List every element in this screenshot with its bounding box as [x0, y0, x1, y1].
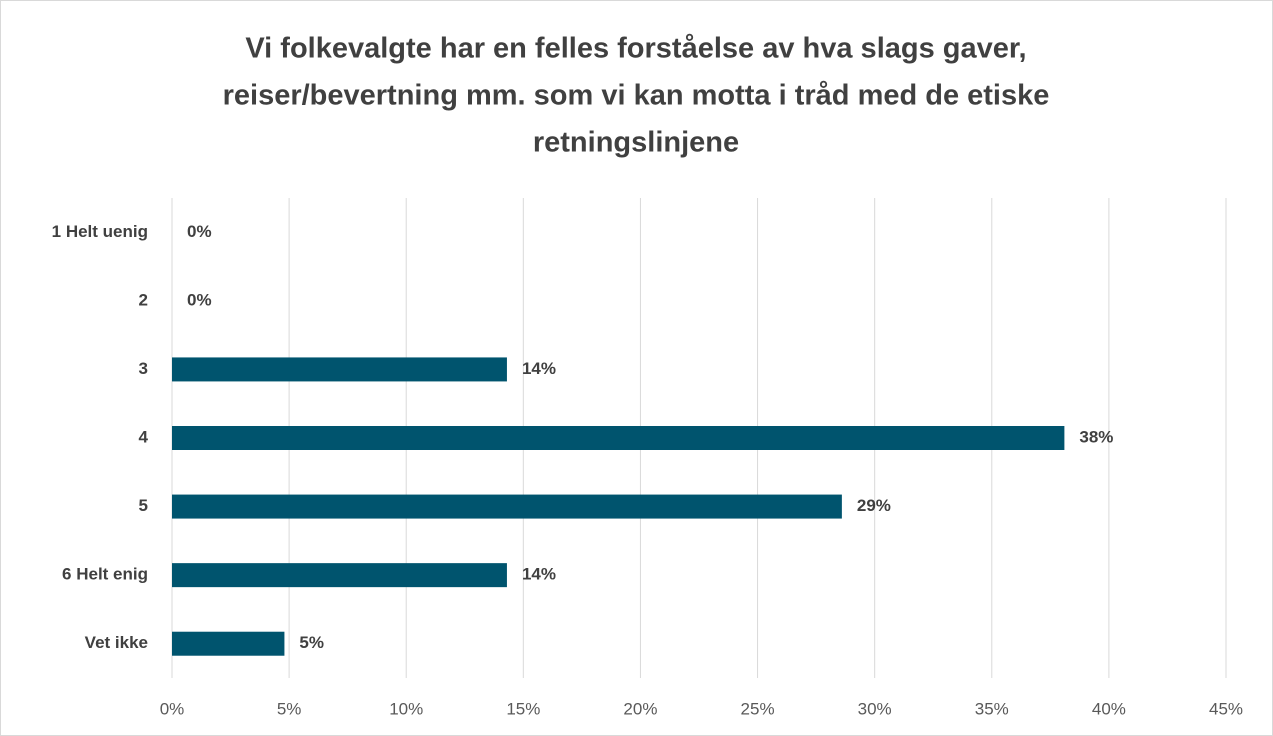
data-label: 0% [187, 290, 212, 309]
data-label: 5% [299, 633, 324, 652]
data-label: 14% [522, 359, 556, 378]
data-label: 29% [857, 496, 891, 515]
bar [172, 631, 285, 656]
x-tick-label: 30% [858, 699, 892, 718]
chart-title: retningslinjene [533, 127, 739, 159]
x-tick-label: 35% [975, 699, 1009, 718]
y-tick-label: 1 Helt uenig [52, 222, 148, 241]
x-tick-label: 10% [389, 699, 423, 718]
y-tick-label: Vet ikke [85, 633, 148, 652]
y-tick-label: 3 [139, 359, 148, 378]
y-tick-label: 5 [139, 496, 148, 515]
bar [172, 426, 1065, 450]
bar [172, 357, 507, 382]
x-tick-label: 40% [1092, 699, 1126, 718]
data-label: 14% [522, 565, 556, 584]
y-tick-label: 6 Helt enig [62, 565, 148, 584]
x-tick-label: 45% [1209, 699, 1243, 718]
data-label: 38% [1079, 427, 1113, 446]
x-tick-label: 25% [741, 699, 775, 718]
bar [172, 494, 842, 519]
chart-title: Vi folkevalgte har en felles forståelse … [245, 33, 1026, 65]
y-tick-label: 4 [139, 427, 149, 446]
x-tick-label: 0% [160, 699, 185, 718]
y-tick-label: 2 [139, 290, 148, 309]
chart-title: reiser/bevertning mm. som vi kan motta i… [223, 80, 1050, 112]
data-label: 0% [187, 222, 212, 241]
x-tick-label: 20% [623, 699, 657, 718]
x-tick-label: 15% [506, 699, 540, 718]
x-tick-label: 5% [277, 699, 302, 718]
bar [172, 563, 507, 588]
